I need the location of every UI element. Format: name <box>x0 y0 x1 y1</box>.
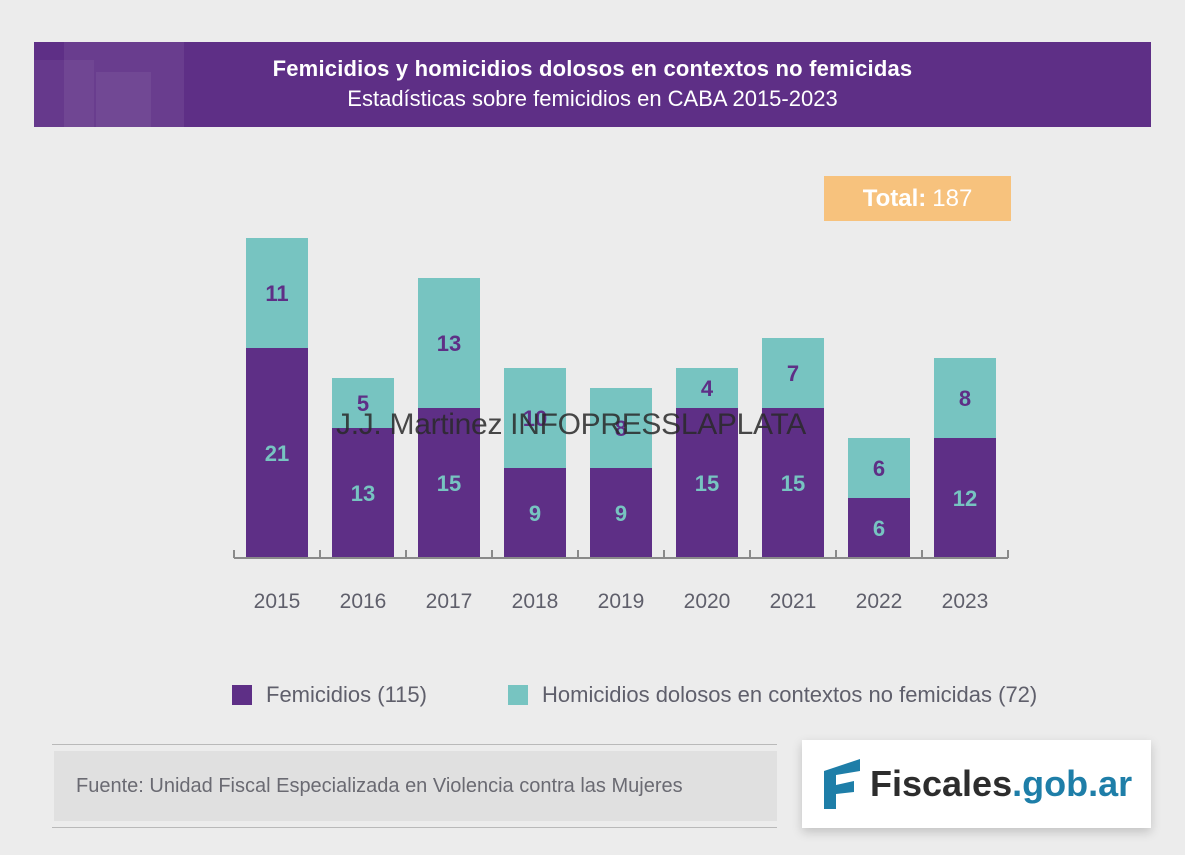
label-homicidios-2023: 8 <box>959 386 971 411</box>
logo-text-part1: Fiscales <box>870 763 1013 804</box>
label-femicidios-2021: 15 <box>781 471 805 496</box>
bar-femicidios-2021 <box>762 408 824 558</box>
legend-item-femicidios: Femicidios (115) <box>232 682 427 708</box>
legend-label-femicidios: Femicidios (115) <box>266 682 427 707</box>
label-femicidios-2023: 12 <box>953 486 977 511</box>
label-homicidios-2022: 6 <box>873 456 885 481</box>
x-tick-label-2019: 2019 <box>598 590 645 613</box>
bar-femicidios-2018 <box>504 468 566 558</box>
x-tick-label-2022: 2022 <box>856 590 903 613</box>
total-label: Total: <box>862 184 927 212</box>
bar-homicidios-2019 <box>590 388 652 468</box>
x-tick-label-2016: 2016 <box>340 590 387 613</box>
bar-homicidios-2021 <box>762 338 824 408</box>
x-tick-label-2015: 2015 <box>254 590 301 613</box>
header-decoration <box>96 72 151 127</box>
logo-text: Fiscales.gob.ar <box>870 763 1132 805</box>
legend-item-homicidios: Homicidios dolosos en contextos no femic… <box>508 682 1037 708</box>
bar-homicidios-2017 <box>418 278 480 408</box>
x-tick-label-2018: 2018 <box>512 590 559 613</box>
logo-text-part2: .gob.ar <box>1012 763 1133 804</box>
label-femicidios-2019: 9 <box>615 501 627 526</box>
label-femicidios-2022: 6 <box>873 516 885 541</box>
label-femicidios-2015: 21 <box>265 441 289 466</box>
legend-label-homicidios: Homicidios dolosos en contextos no femic… <box>542 682 1038 707</box>
fiscales-logo: Fiscales.gob.ar <box>802 740 1151 828</box>
label-homicidios-2016: 5 <box>357 391 369 416</box>
bar-homicidios-2022 <box>848 438 910 498</box>
total-value: 187 <box>932 184 973 212</box>
x-tick-label-2017: 2017 <box>426 590 473 613</box>
legend-swatch-teal <box>508 685 528 705</box>
bar-homicidios-2020 <box>676 368 738 408</box>
label-femicidios-2020: 15 <box>695 471 719 496</box>
header-decoration <box>34 60 94 127</box>
bar-femicidios-2016 <box>332 428 394 558</box>
chart-header: Femicidios y homicidios dolosos en conte… <box>34 42 1151 127</box>
label-homicidios-2015: 11 <box>265 281 288 306</box>
bar-homicidios-2023 <box>934 358 996 438</box>
bar-femicidios-2015 <box>246 348 308 558</box>
bar-femicidios-2022 <box>848 498 910 558</box>
bar-femicidios-2017 <box>418 408 480 558</box>
x-tick-label-2021: 2021 <box>770 590 817 613</box>
chart-subtitle: Estadísticas sobre femicidios en CABA 20… <box>347 86 838 111</box>
label-femicidios-2016: 13 <box>351 481 375 506</box>
bar-femicidios-2020 <box>676 408 738 558</box>
label-homicidios-2017: 13 <box>437 331 461 356</box>
legend-swatch-purple <box>232 685 252 705</box>
source-text: Fuente: Unidad Fiscal Especializada en V… <box>54 751 777 821</box>
label-femicidios-2017: 15 <box>437 471 461 496</box>
bar-homicidios-2016 <box>332 378 394 428</box>
bar-homicidios-2018 <box>504 368 566 468</box>
x-tick-label-2023: 2023 <box>942 590 989 613</box>
total-badge: Total: 187 <box>824 176 1011 221</box>
label-homicidios-2018: 10 <box>523 406 547 431</box>
source-box: Fuente: Unidad Fiscal Especializada en V… <box>52 744 777 828</box>
header-decoration <box>64 42 184 127</box>
label-homicidios-2019: 8 <box>615 416 627 441</box>
x-tick-label-2020: 2020 <box>684 590 731 613</box>
label-homicidios-2020: 4 <box>701 376 714 401</box>
chart-title: Femicidios y homicidios dolosos en conte… <box>272 56 913 81</box>
watermark: J.J. Martinez INFOPRESSLAPLATA <box>336 408 807 441</box>
label-homicidios-2021: 7 <box>787 361 799 386</box>
bar-femicidios-2023 <box>934 438 996 558</box>
bar-femicidios-2019 <box>590 468 652 558</box>
label-femicidios-2018: 9 <box>529 501 541 526</box>
stacked-bar-chart: 21 11 2015 13 5 2016 15 13 2017 9 10 2018 9 8 2019 15 4 2… <box>233 238 1009 613</box>
bar-homicidios-2015 <box>246 238 308 348</box>
fiscales-logo-icon <box>824 759 860 809</box>
